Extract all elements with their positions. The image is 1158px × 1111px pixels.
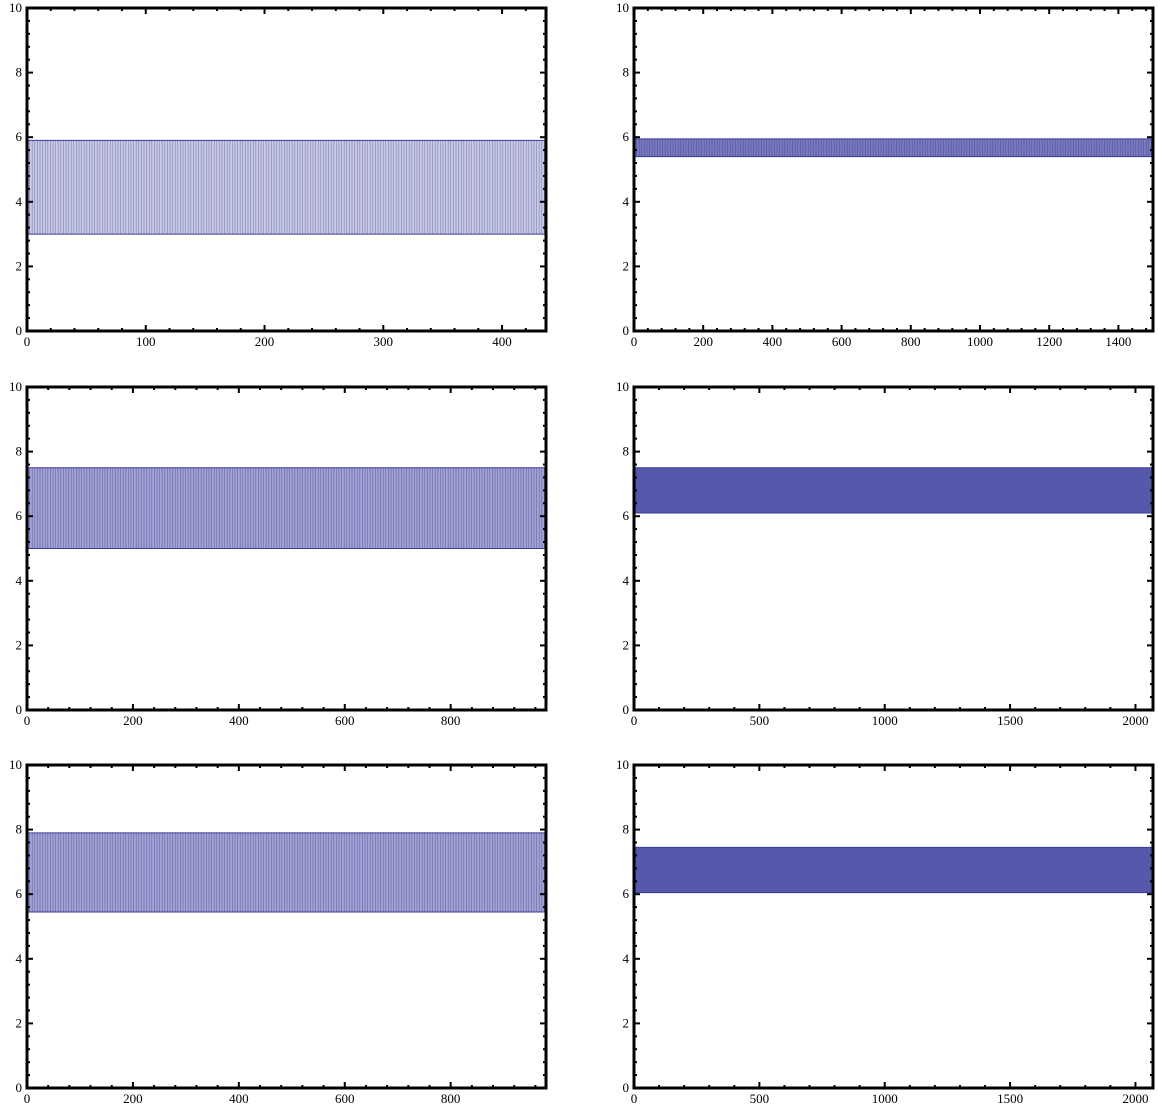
series-band (634, 467, 1153, 513)
y-tick-label: 4 (16, 194, 23, 209)
x-tick-label: 1500 (997, 713, 1023, 728)
x-tick-label: 0 (631, 1091, 638, 1106)
x-tick-label: 1500 (997, 1091, 1023, 1106)
series-band (27, 467, 546, 549)
plot-frame (25, 6, 548, 333)
y-tick-label: 0 (16, 1080, 23, 1095)
y-tick-label: 6 (623, 129, 630, 144)
x-tick-label: 300 (374, 334, 394, 349)
x-tick-label: 1000 (967, 334, 993, 349)
y-tick-label: 6 (623, 886, 630, 901)
x-tick-label: 0 (631, 334, 638, 349)
y-tick-label: 8 (623, 444, 630, 459)
y-tick-label: 2 (16, 637, 23, 652)
y-tick-label: 8 (623, 822, 630, 837)
x-tick-label: 600 (335, 1091, 355, 1106)
y-tick-label: 10 (616, 0, 629, 15)
y-tick-label: 0 (16, 323, 23, 338)
y-tick-label: 4 (623, 573, 630, 588)
y-tick-label: 8 (16, 822, 23, 837)
x-tick-label: 400 (492, 334, 512, 349)
x-tick-label: 800 (441, 1091, 461, 1106)
y-tick-label: 2 (623, 1015, 630, 1030)
y-tick-label: 0 (623, 1080, 630, 1095)
y-tick-label: 10 (9, 757, 22, 772)
y-tick-label: 0 (623, 323, 630, 338)
y-tick-label: 8 (623, 65, 630, 80)
x-tick-label: 200 (255, 334, 275, 349)
y-tick-label: 2 (623, 637, 630, 652)
chart-panel-middle-left: 0 200 400 600 800 0 2 4 6 8 10 (9, 379, 548, 728)
x-tick-label: 0 (24, 713, 31, 728)
x-tick-label: 1000 (872, 713, 898, 728)
x-tick-label: 600 (832, 334, 852, 349)
x-tick-label: 800 (901, 334, 921, 349)
x-tick-label: 600 (335, 713, 355, 728)
y-tick-label: 2 (16, 1015, 23, 1030)
y-tick-label: 0 (623, 702, 630, 717)
plot-frame (632, 6, 1155, 333)
x-tick-label: 200 (123, 713, 143, 728)
y-tick-label: 4 (623, 194, 630, 209)
y-tick-label: 8 (16, 444, 23, 459)
series-band (634, 847, 1153, 893)
chart-panel-bottom-left: 0 200 400 600 800 0 2 4 6 8 10 (9, 757, 548, 1106)
y-tick-label: 6 (16, 129, 23, 144)
x-tick-label: 2000 (1122, 1091, 1148, 1106)
chart-panel-top-right: 0 200 400 600 800 1000 1200 1400 0 2 4 6 8 10 (616, 0, 1155, 349)
x-tick-label: 1400 (1105, 334, 1131, 349)
plot-frame (25, 763, 548, 1090)
y-tick-label: 6 (16, 886, 23, 901)
x-tick-label: 400 (229, 1091, 249, 1106)
chart-panel-top-left: 0 100 200 300 400 0 2 4 6 8 10 (9, 0, 548, 349)
chart-panel-bottom-right: 0 500 1000 1500 2000 0 2 4 6 8 10 (616, 757, 1155, 1106)
x-tick-label: 0 (24, 1091, 31, 1106)
x-tick-label: 400 (229, 713, 249, 728)
plot-frame (632, 763, 1155, 1090)
y-tick-label: 8 (16, 65, 23, 80)
y-tick-label: 4 (623, 951, 630, 966)
x-tick-label: 100 (136, 334, 156, 349)
x-tick-label: 200 (123, 1091, 143, 1106)
y-tick-label: 2 (16, 258, 23, 273)
series-band (27, 832, 546, 912)
x-tick-label: 400 (763, 334, 783, 349)
x-tick-label: 0 (631, 713, 638, 728)
x-tick-label: 2000 (1122, 713, 1148, 728)
y-tick-label: 10 (616, 379, 629, 394)
x-tick-label: 500 (750, 713, 770, 728)
chart-panel-middle-right: 0 500 1000 1500 2000 0 2 4 6 8 10 (616, 379, 1155, 728)
y-tick-label: 6 (623, 508, 630, 523)
y-tick-label: 10 (9, 0, 22, 15)
series-band (27, 140, 546, 235)
plot-frame (25, 385, 548, 712)
y-tick-label: 6 (16, 508, 23, 523)
y-tick-label: 4 (16, 573, 23, 588)
y-tick-label: 4 (16, 951, 23, 966)
x-tick-label: 800 (441, 713, 461, 728)
x-tick-label: 1200 (1036, 334, 1062, 349)
x-tick-label: 200 (693, 334, 713, 349)
y-tick-label: 10 (616, 757, 629, 772)
plot-frame (632, 385, 1155, 712)
x-tick-label: 500 (750, 1091, 770, 1106)
x-tick-label: 1000 (872, 1091, 898, 1106)
y-tick-label: 0 (16, 702, 23, 717)
y-tick-label: 10 (9, 379, 22, 394)
y-tick-label: 2 (623, 258, 630, 273)
x-tick-label: 0 (24, 334, 31, 349)
